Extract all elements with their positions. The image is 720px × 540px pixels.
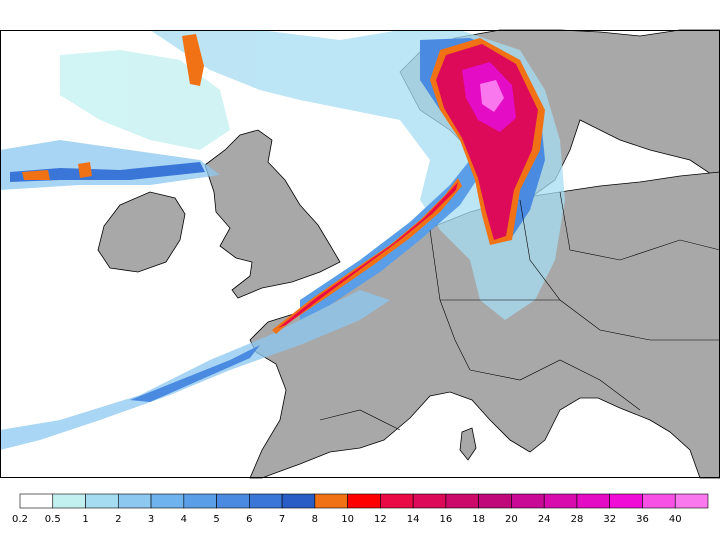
legend-swatch [380, 493, 414, 509]
legend-swatch [249, 493, 283, 509]
legend-tick-label: 36 [636, 514, 649, 525]
legend-tick-label: 14 [407, 514, 420, 525]
legend-tick-label: 40 [669, 514, 682, 525]
color-legend: 0.2 0.5 1 2 3 4 5 6 7 8 10 12 14 16 18 20 24 28 32 36 40 [12, 493, 709, 525]
legend-swatch [609, 493, 643, 509]
legend-tick-label: 8 [312, 514, 318, 525]
legend-tick-label: 28 [571, 514, 584, 525]
legend-swatch [642, 493, 676, 509]
legend-tick-label: 32 [603, 514, 616, 525]
border-line [319, 409, 401, 431]
land-great-britain [204, 129, 341, 299]
legend-swatch [314, 493, 348, 509]
legend-tick-label: 5 [213, 514, 219, 525]
legend-swatch [150, 493, 185, 509]
precipitation-map [0, 29, 720, 479]
border-line [559, 191, 720, 261]
legend-swatch [117, 493, 152, 509]
legend-swatch [183, 493, 217, 509]
legend-tick-label: 7 [279, 514, 285, 525]
precip-cell-west-1 [182, 34, 204, 86]
precip-heavy-layer [22, 34, 545, 334]
legend-swatch [412, 493, 447, 509]
precip-core-peak [480, 80, 504, 112]
border-line [429, 229, 471, 371]
legend-tick-label: 18 [472, 514, 485, 525]
precip-cell-west-3 [78, 162, 92, 178]
legend-swatch [543, 493, 578, 509]
legend-swatch [216, 493, 250, 509]
legend-tick-label: 10 [341, 514, 354, 525]
legend-tick-labels: 0.2 0.5 1 2 3 4 5 6 7 8 10 12 14 16 18 20 24 28 32 36 40 [12, 514, 682, 525]
legend-swatch [347, 493, 381, 509]
land-ireland [97, 191, 186, 273]
legend-swatch [511, 493, 545, 509]
legend-tick-label: 1 [82, 514, 88, 525]
legend-swatch [281, 493, 316, 509]
precip-sw-blue [130, 345, 260, 402]
precip-band-mid [60, 50, 230, 150]
border-lines [319, 191, 720, 431]
legend-tick-label: 3 [148, 514, 154, 525]
legend-tick-label: 0.5 [45, 514, 61, 525]
legend-tick-label: 6 [246, 514, 252, 525]
precip-cell-west-2 [22, 170, 50, 180]
legend-tick-label: 0.2 [12, 514, 28, 525]
legend-tick-label: 16 [440, 514, 453, 525]
legend-swatch [19, 493, 54, 509]
legend-tick-label: 12 [374, 514, 387, 525]
legend-tick-label: 20 [505, 514, 518, 525]
land-corsica [459, 427, 477, 461]
precip-front-orange [272, 178, 462, 334]
legend-swatch [85, 493, 119, 509]
legend-tick-label: 4 [181, 514, 187, 525]
border-line [519, 199, 720, 341]
precip-band-sw [0, 290, 390, 450]
legend-swatch [52, 493, 86, 509]
legend-swatch [445, 493, 479, 509]
legend-tick-label: 2 [115, 514, 121, 525]
precip-streak-atlantic [10, 162, 205, 182]
legend-swatch [576, 493, 611, 509]
legend-swatch [674, 493, 709, 509]
border-line [469, 359, 641, 411]
legend-tick-label: 24 [538, 514, 551, 525]
legend-swatch [478, 493, 512, 509]
legend-swatches [19, 493, 709, 509]
